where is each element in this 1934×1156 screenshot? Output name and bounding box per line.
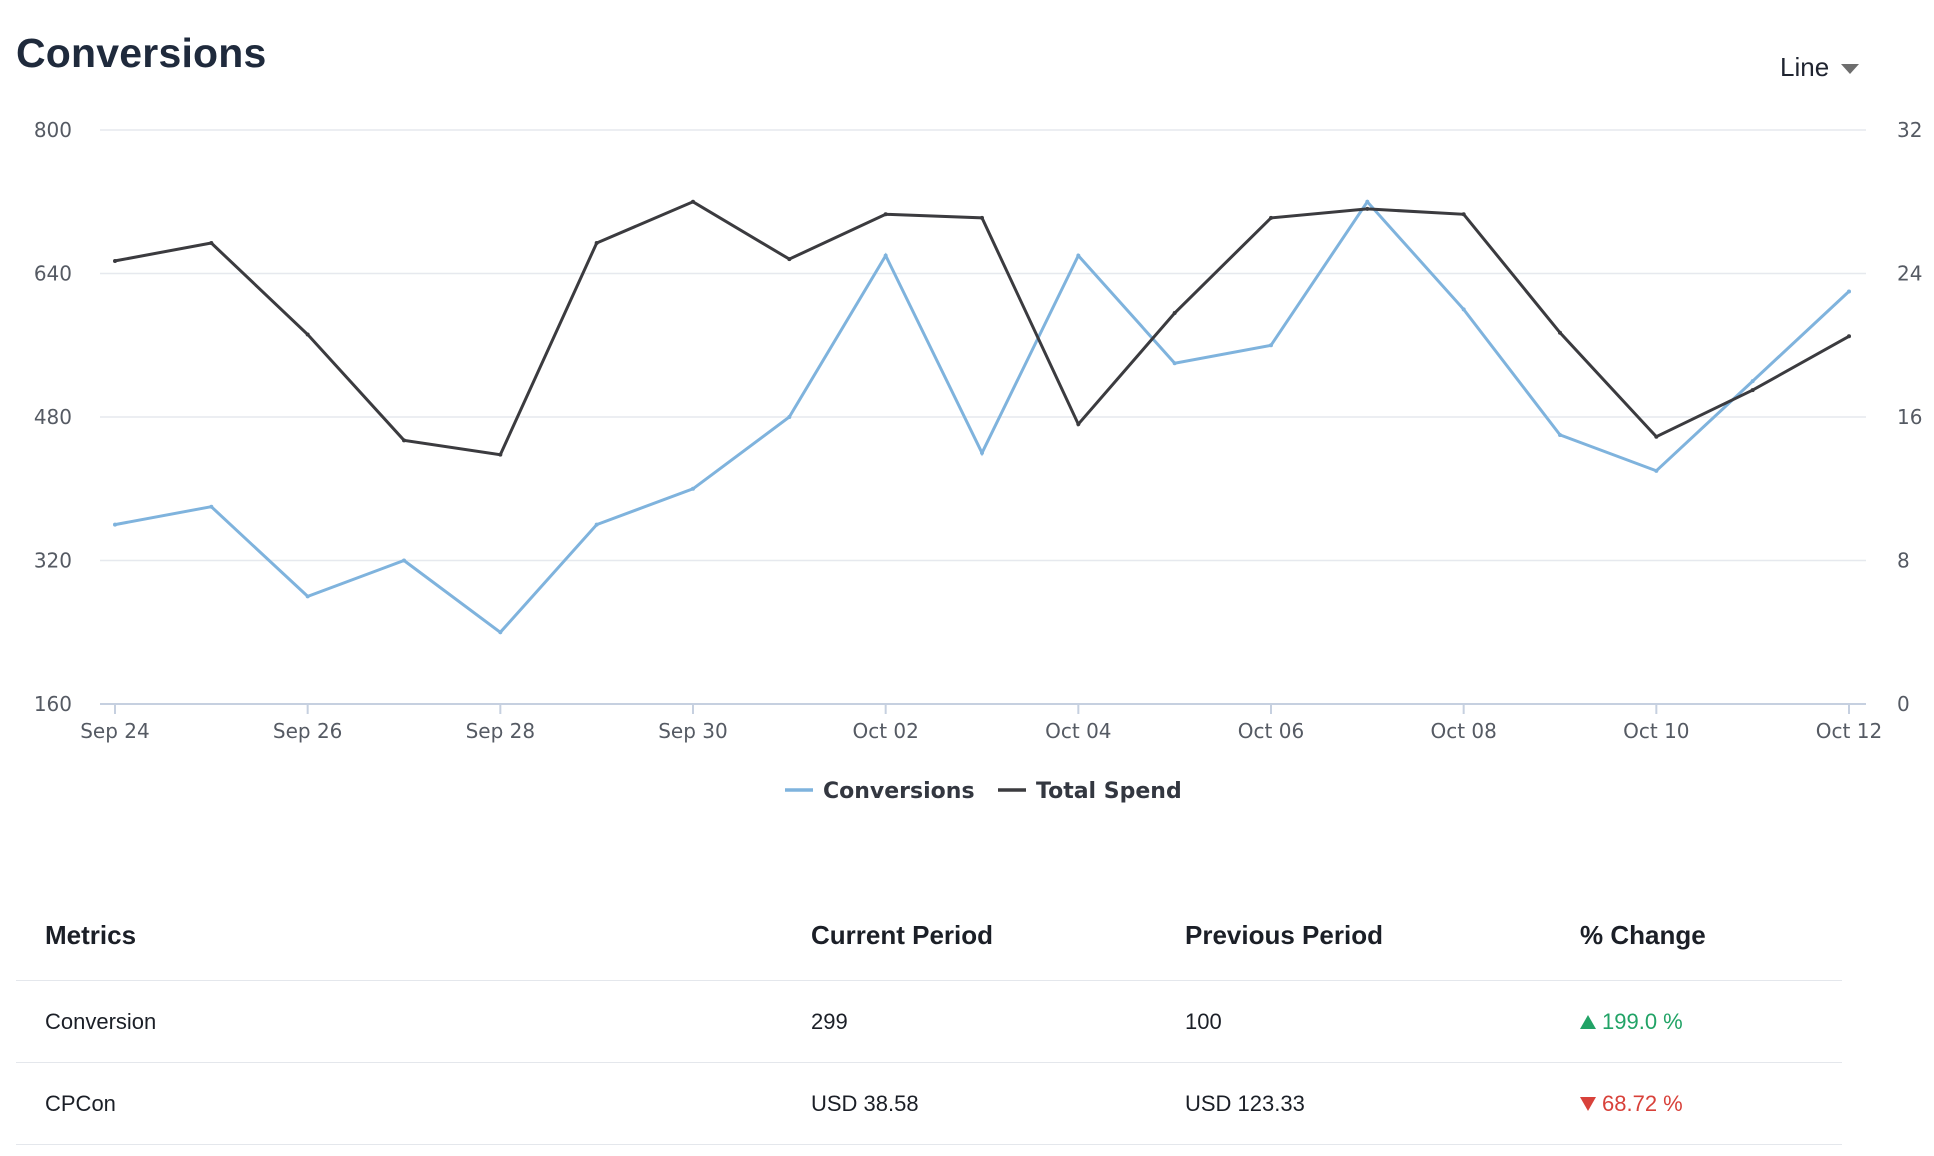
data-point <box>1750 388 1755 393</box>
data-point <box>1365 206 1370 211</box>
x-tick-label: Sep 30 <box>658 719 728 743</box>
y-right-tick-label: 24 <box>1897 262 1922 286</box>
legend: Conversions Total Spend <box>785 779 1182 804</box>
axes: 800 640 480 320 160 32 24 16 8 0 Sep 24 Sep 26 Sep 2… <box>34 118 1923 743</box>
chevron-down-icon <box>1841 63 1860 74</box>
table-row: Conversion 299 100 199.0 % <box>16 980 1842 1063</box>
data-point <box>402 558 406 563</box>
data-point <box>305 332 310 337</box>
previous-value: 100 <box>1156 980 1551 1063</box>
x-tick-label: Sep 26 <box>273 719 343 743</box>
y-right-tick-label: 0 <box>1897 692 1910 716</box>
x-tick-label: Oct 12 <box>1816 719 1882 743</box>
change-value: 68.72 % <box>1602 1090 1683 1116</box>
metrics-table: Metrics Current Period Previous Period %… <box>16 890 1842 1145</box>
change-badge: 68.72 % <box>1580 1091 1683 1117</box>
gridlines <box>100 129 1866 562</box>
header-previous-period: Previous Period <box>1156 890 1551 981</box>
data-point <box>1076 253 1081 258</box>
table-row: CPCon USD 38.58 USD 123.33 68.72 % <box>16 1062 1842 1145</box>
percent-change-cell: 199.0 % <box>1551 980 1842 1063</box>
chart-type-dropdown[interactable]: Line <box>1780 52 1860 83</box>
current-value: USD 38.58 <box>782 1062 1156 1145</box>
x-tick-label: Oct 06 <box>1238 719 1304 743</box>
table-header-row: Metrics Current Period Previous Period %… <box>16 890 1842 981</box>
data-point <box>402 438 406 443</box>
data-point <box>1750 379 1755 384</box>
data-point <box>1172 310 1177 315</box>
data-point <box>1847 289 1851 294</box>
data-point <box>1365 199 1370 204</box>
current-value: 299 <box>782 980 1156 1063</box>
data-point <box>1461 307 1466 312</box>
legend-label: Conversions <box>823 779 975 804</box>
data-point <box>787 415 792 419</box>
data-point <box>113 258 117 263</box>
data-point <box>691 199 695 204</box>
x-tick-label: Oct 04 <box>1045 719 1111 743</box>
series-lines <box>113 199 1851 635</box>
metric-name: CPCon <box>16 1062 782 1145</box>
conversions-chart: 800 640 480 320 160 32 24 16 8 0 Sep 24 Sep 26 Sep 2… <box>34 118 1923 804</box>
data-point <box>883 253 888 258</box>
y-left-tick-label: 800 <box>34 118 72 142</box>
data-point <box>498 452 503 457</box>
data-point <box>1558 432 1562 437</box>
x-tick-label: Oct 10 <box>1623 719 1689 743</box>
previous-value: USD 123.33 <box>1156 1062 1551 1145</box>
chart-type-label: Line <box>1780 52 1830 82</box>
data-point <box>1076 422 1081 427</box>
change-value: 199.0 % <box>1602 1008 1683 1034</box>
data-point <box>1654 434 1659 439</box>
data-point <box>1269 343 1273 348</box>
data-point <box>1461 212 1466 217</box>
data-point <box>787 257 792 262</box>
y-right-tick-label: 16 <box>1897 405 1922 429</box>
data-point <box>594 522 599 527</box>
data-point <box>1558 330 1562 335</box>
y-left-tick-label: 320 <box>34 549 72 573</box>
data-point <box>1847 334 1851 339</box>
arrow-up-icon <box>1580 1014 1596 1029</box>
y-left-tick-label: 480 <box>34 405 72 429</box>
x-tick-label: Sep 28 <box>466 719 536 743</box>
data-point <box>594 241 599 246</box>
arrow-down-icon <box>1580 1096 1596 1111</box>
data-point <box>883 212 888 217</box>
header-percent-change: % Change <box>1551 890 1842 981</box>
x-tick-label: Oct 02 <box>852 719 918 743</box>
legend-label: Total Spend <box>1036 779 1182 804</box>
x-tick-label: Sep 24 <box>80 719 150 743</box>
data-point <box>980 450 984 455</box>
y-right-tick-label: 32 <box>1897 118 1922 142</box>
data-point <box>691 486 695 491</box>
y-left-tick-label: 160 <box>34 692 72 716</box>
data-point <box>1654 468 1659 473</box>
change-badge: 199.0 % <box>1580 1009 1683 1035</box>
data-point <box>498 630 503 635</box>
metric-name: Conversion <box>16 980 782 1063</box>
percent-change-cell: 68.72 % <box>1551 1062 1842 1145</box>
page-title: Conversions <box>16 30 267 76</box>
y-right-tick-label: 8 <box>1897 549 1910 573</box>
y-left-tick-label: 640 <box>34 262 72 286</box>
data-point <box>113 522 117 527</box>
data-point <box>1172 361 1177 366</box>
data-point <box>305 594 310 599</box>
data-point <box>209 241 214 246</box>
data-point <box>1269 215 1273 220</box>
data-point <box>209 504 214 509</box>
chart-header: Conversions Line <box>0 0 1934 110</box>
data-point <box>980 215 984 220</box>
header-metrics: Metrics <box>16 890 782 981</box>
header-current-period: Current Period <box>782 890 1156 981</box>
x-tick-label: Oct 08 <box>1430 719 1496 743</box>
